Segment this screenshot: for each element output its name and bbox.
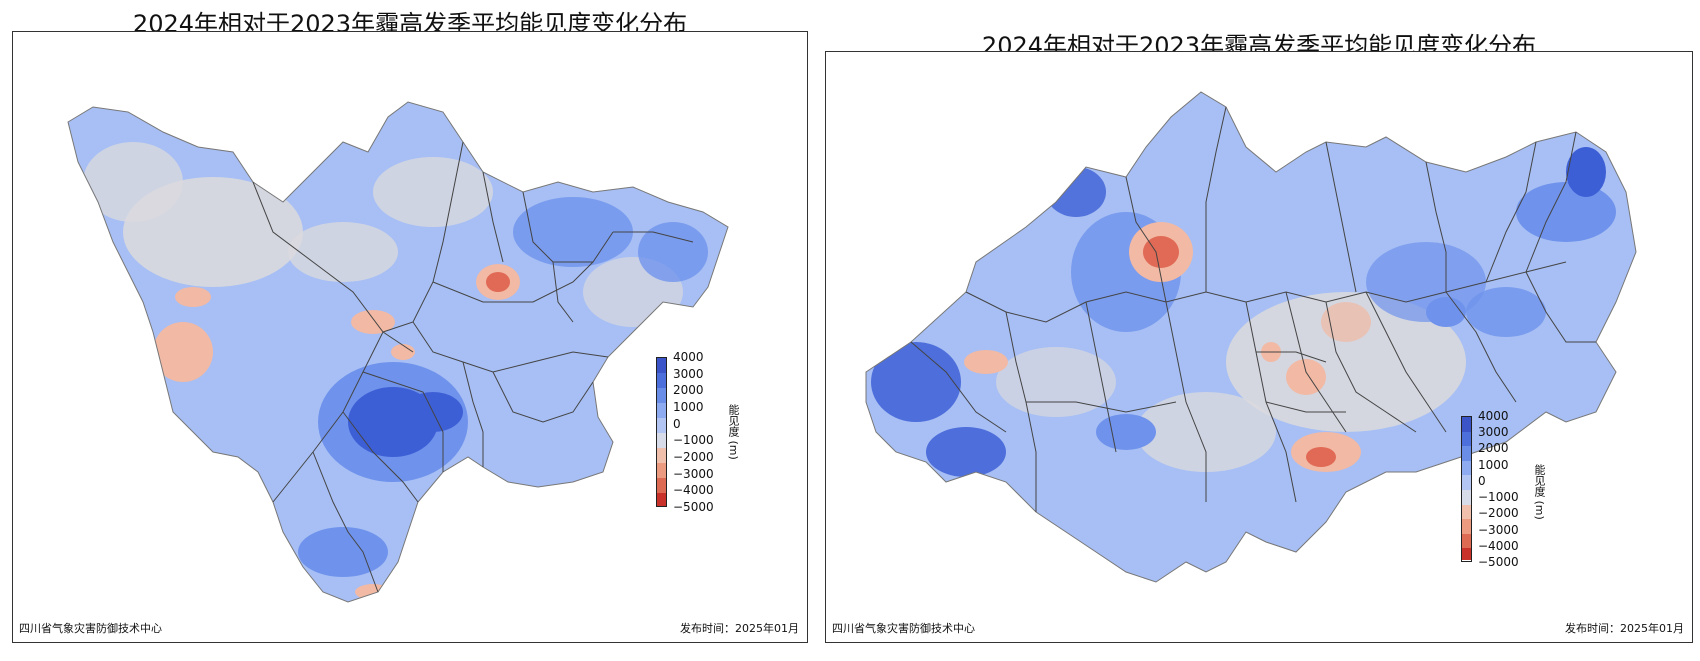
colorbar-tick: −1000 <box>673 433 714 448</box>
right-footer-agency: 四川省气象灾害防御技术中心 <box>832 622 975 635</box>
right-map-frame: 4000 3000 2000 1000 0 −1000 −2000 −3000 … <box>825 51 1693 643</box>
colorbar-tick: 0 <box>1478 473 1486 488</box>
colorbar-tick: 3000 <box>1478 425 1509 440</box>
colorbar-tick: −2000 <box>673 450 714 464</box>
left-footer-agency: 四川省气象灾害防御技术中心 <box>19 622 162 635</box>
colorbar-tick: −3000 <box>673 466 714 481</box>
colorbar-tick: −4000 <box>1478 538 1519 553</box>
left-colorbar-ticks: 4000 3000 2000 1000 0 −1000 −2000 −3000 … <box>673 350 733 514</box>
colorbar-tick: −2000 <box>1478 506 1519 521</box>
left-map-frame: 4000 3000 2000 1000 0 −1000 −2000 −3000 … <box>12 31 808 643</box>
left-colorbar <box>656 357 667 507</box>
colorbar-tick: 4000 <box>673 350 704 364</box>
left-colorbar-label: 能见度 (m) <box>727 404 740 460</box>
right-city-map <box>865 91 1637 583</box>
left-panel: 2024年相对于2023年霾高发季平均能见度变化分布 <box>0 0 810 661</box>
colorbar-tick: −5000 <box>1478 555 1519 569</box>
colorbar-tick: −5000 <box>673 500 714 514</box>
right-colorbar-ticks: 4000 3000 2000 1000 0 −1000 −2000 −3000 … <box>1478 409 1538 569</box>
colorbar-tick: −1000 <box>1478 490 1519 505</box>
colorbar-tick: 2000 <box>1478 441 1509 456</box>
colorbar-tick: 1000 <box>673 400 704 414</box>
right-colorbar-label: 能见度 (m) <box>1533 464 1546 520</box>
left-footer-date: 发布时间：2025年01月 <box>680 622 799 635</box>
left-sichuan-map <box>67 101 729 603</box>
colorbar-tick: −4000 <box>673 483 714 498</box>
colorbar-tick: 1000 <box>1478 457 1509 472</box>
colorbar-tick: 2000 <box>673 383 704 398</box>
right-colorbar <box>1461 416 1472 562</box>
colorbar-tick: 3000 <box>673 366 704 381</box>
colorbar-tick: 0 <box>673 416 681 431</box>
colorbar-tick: −3000 <box>1478 522 1519 537</box>
right-panel: 2024年相对于2023年霾高发季平均能见度变化分布 <box>820 0 1700 661</box>
right-footer-date: 发布时间：2025年01月 <box>1565 622 1684 635</box>
colorbar-tick: 4000 <box>1478 409 1509 423</box>
